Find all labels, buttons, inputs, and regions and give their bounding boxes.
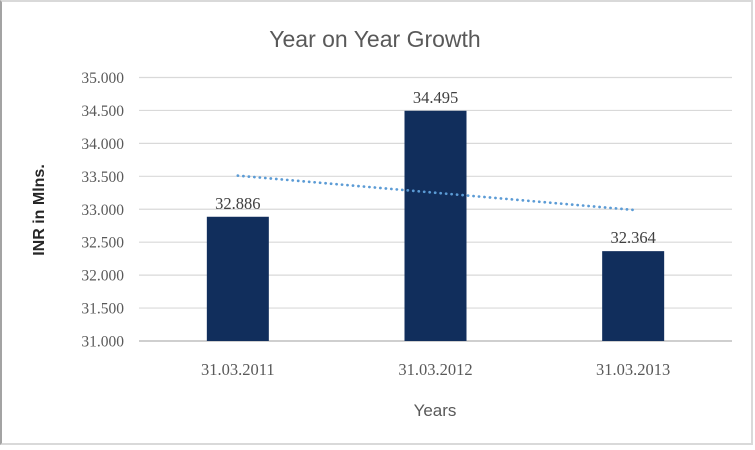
y-tick-label: 35.000 [81,70,124,87]
bar-series [206,110,665,341]
x-tick-label: 31.03.2012 [398,360,472,379]
y-tick-label: 34.500 [81,103,124,120]
x-axis-tick-labels: 31.03.2011 31.03.2012 31.03.2013 [201,360,670,379]
x-axis-title: Years [414,401,457,420]
y-tick-label: 31.500 [81,301,124,318]
y-tick-label: 33.500 [81,169,124,186]
bar-31.03.2013 [602,251,665,341]
data-label: 32.364 [610,228,655,247]
linear-trendline [236,174,635,212]
bar-31.03.2012 [404,110,467,341]
y-axis-title: INR in Mlns. [31,164,48,256]
y-tick-label: 33.000 [81,202,124,219]
y-tick-label: 32.500 [81,235,124,252]
x-tick-label: 31.03.2011 [201,360,275,379]
bar-31.03.2011 [206,216,269,341]
data-labels: 32.886 34.495 32.364 [215,88,656,247]
y-tick-label: 31.000 [81,334,124,351]
y-tick-label: 34.000 [81,136,124,153]
y-axis-tick-labels: 31.000 31.500 32.000 32.500 33.000 33.500 34.0… [81,70,124,351]
chart-title: Year on Year Growth [269,26,480,52]
trendline [236,174,635,212]
data-label: 34.495 [413,88,458,107]
data-label: 32.886 [215,194,260,213]
x-tick-label: 31.03.2013 [596,360,670,379]
y-tick-label: 32.000 [81,268,124,285]
